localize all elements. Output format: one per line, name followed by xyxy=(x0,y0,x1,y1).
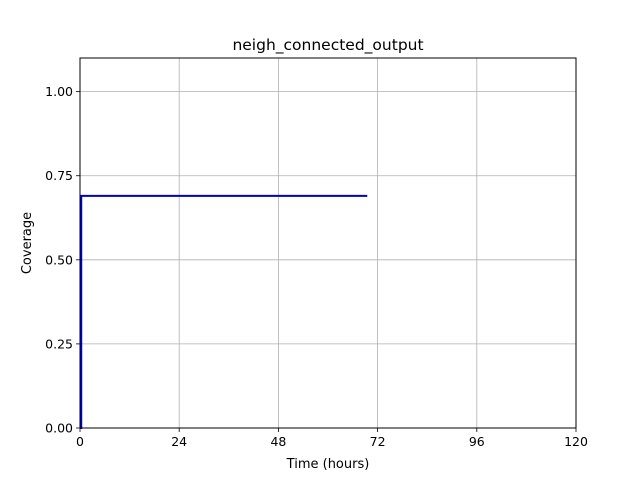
y-tick-label: 1.00 xyxy=(45,84,73,99)
y-tick-label: 0.25 xyxy=(45,336,73,351)
y-axis-label: Coverage xyxy=(20,212,35,274)
x-tick-label: 120 xyxy=(564,434,588,449)
x-tick-label: 72 xyxy=(370,434,386,449)
y-tick-label: 0.00 xyxy=(45,421,73,436)
x-tick-label: 48 xyxy=(270,434,286,449)
x-tick-label: 0 xyxy=(76,434,84,449)
y-tick-label: 0.75 xyxy=(45,168,73,183)
x-axis-label: Time (hours) xyxy=(286,457,370,472)
plot-area-frame xyxy=(79,57,577,429)
tick-layer: 0 24 48 72 96 120 0.00 0.25 0.50 0.75 1.00 xyxy=(45,84,588,449)
x-tick-label: 24 xyxy=(171,434,187,449)
x-tick-label: 96 xyxy=(469,434,485,449)
chart-title: neigh_connected_output xyxy=(232,36,423,55)
y-tick-label: 0.50 xyxy=(45,252,73,267)
